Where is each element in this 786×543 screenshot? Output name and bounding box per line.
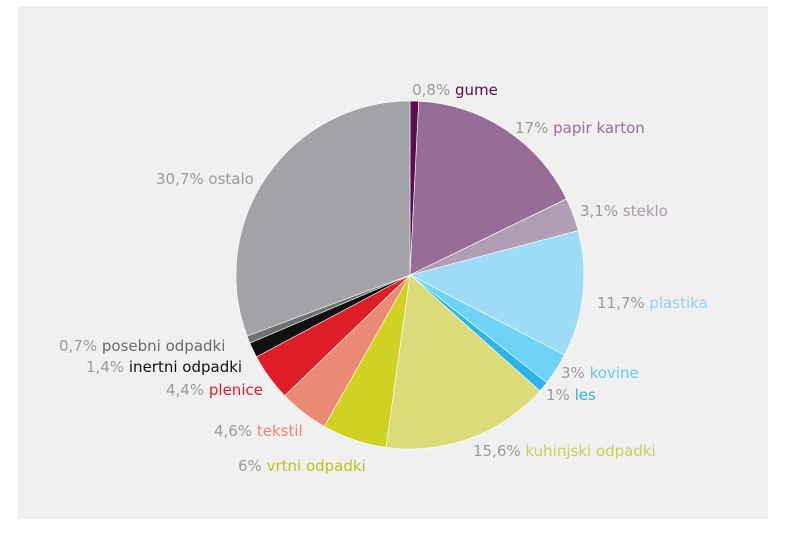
slice-percent: 6%	[238, 457, 267, 475]
slice-label-plastika: 11,7% plastika	[597, 294, 708, 312]
slice-name: kuhinjski odpadki	[525, 442, 655, 460]
pie-slice-ostalo	[235, 100, 411, 337]
slice-label-ostalo: 30,7% ostalo	[156, 170, 254, 188]
slice-percent: 0,8%	[412, 81, 455, 99]
slice-name: kovine	[590, 364, 639, 382]
slice-label-tekstil: 4,6% tekstil	[214, 422, 303, 440]
pie-chart: 0,8% gume 17% papir karton 3,1% steklo 11,7…	[59, 81, 708, 475]
slice-percent: 3%	[561, 364, 590, 382]
slice-label-kuhinjski-odpadki: 15,6% kuhinjski odpadki	[473, 442, 656, 460]
slice-name: vrtni odpadki	[267, 457, 366, 475]
slice-percent: 0,7%	[59, 337, 102, 355]
slice-percent: 3,1%	[580, 202, 623, 220]
slice-name: les	[575, 386, 596, 404]
slice-label-papir-karton: 17% papir karton	[515, 119, 645, 137]
pie-slice-plastika	[409, 230, 585, 356]
slice-label-kovine: 3% kovine	[561, 364, 639, 382]
slice-percent: 4,6%	[214, 422, 257, 440]
slice-percent: 1,4%	[86, 358, 129, 376]
slice-percent: 15,6%	[473, 442, 525, 460]
slice-name: posebni odpadki	[102, 337, 226, 355]
slice-label-gume: 0,8% gume	[412, 81, 498, 99]
slice-percent: 17%	[515, 119, 553, 137]
slice-label-inertni-odpadki: 1,4% inertni odpadki	[86, 358, 242, 376]
pie-slices	[235, 100, 585, 450]
slice-percent: 11,7%	[597, 294, 649, 312]
slice-name: steklo	[623, 202, 668, 220]
pie-slice-papir-karton	[409, 100, 567, 276]
slice-label-vrtni-odpadki: 6% vrtni odpadki	[238, 457, 366, 475]
pie-slice-kuhinjski-odpadki	[385, 274, 541, 450]
slice-name: plenice	[209, 381, 263, 399]
slice-percent: 1%	[546, 386, 575, 404]
pie-labels: 0,8% gume 17% papir karton 3,1% steklo 11,7…	[59, 81, 708, 475]
slice-name: ostalo	[208, 170, 253, 188]
slice-name: plastika	[649, 294, 707, 312]
slice-label-posebni-odpadki: 0,7% posebni odpadki	[59, 337, 225, 355]
slice-label-les: 1% les	[546, 386, 596, 404]
slice-label-plenice: 4,4% plenice	[166, 381, 263, 399]
slice-label-steklo: 3,1% steklo	[580, 202, 668, 220]
slice-name: gume	[455, 81, 498, 99]
slice-percent: 4,4%	[166, 381, 209, 399]
slice-name: tekstil	[257, 422, 303, 440]
slice-name: inertni odpadki	[129, 358, 242, 376]
chart-frame: 0,8% gume 17% papir karton 3,1% steklo 11,7…	[18, 6, 768, 519]
slice-percent: 30,7%	[156, 170, 208, 188]
slice-name: papir karton	[553, 119, 645, 137]
